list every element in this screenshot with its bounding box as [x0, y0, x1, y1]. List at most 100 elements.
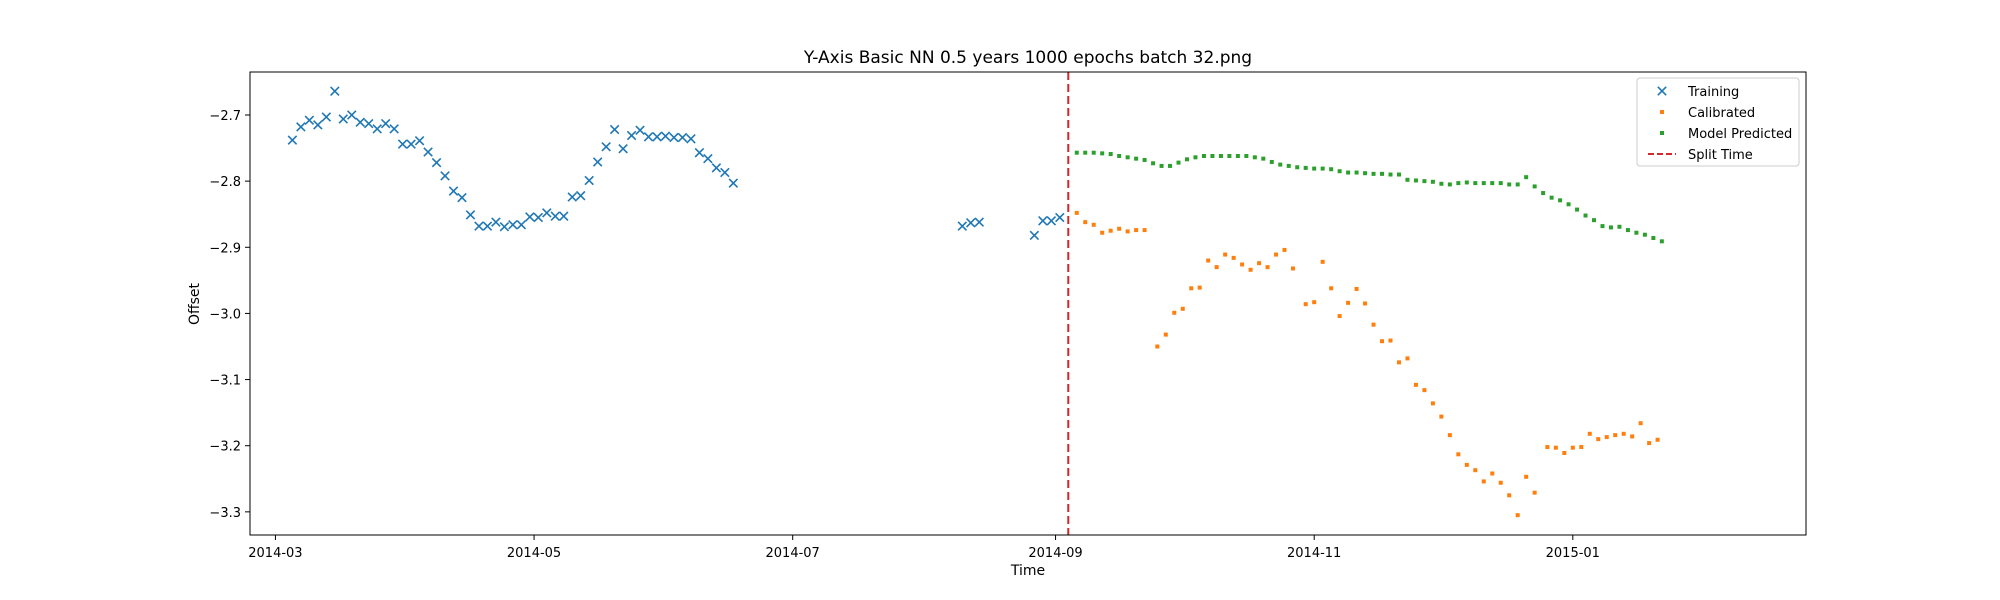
- legend-entry: Split Time: [1648, 148, 1753, 163]
- data-point: [1227, 154, 1232, 159]
- y-tick-label: −2.9: [209, 241, 241, 256]
- data-point: [1608, 225, 1613, 230]
- data-point: [1630, 434, 1635, 439]
- data-point: [1388, 338, 1393, 343]
- x-tick-label: 2014-03: [248, 546, 302, 561]
- data-point: [1600, 224, 1605, 229]
- data-point: [1422, 179, 1427, 184]
- data-point: [1515, 182, 1520, 187]
- data-point: [397, 139, 408, 149]
- data-point: [1046, 216, 1057, 226]
- data-point: [1566, 202, 1571, 207]
- data-point: [1278, 162, 1283, 167]
- data-point: [1134, 228, 1139, 233]
- x-tick-label: 2014-11: [1287, 546, 1341, 561]
- data-point: [1074, 210, 1079, 215]
- legend-entries: Training Calibrated Model Predicted Split T…: [1648, 85, 1792, 163]
- legend-marker: [1660, 110, 1664, 114]
- data-point: [491, 217, 501, 227]
- data-point: [1168, 163, 1173, 168]
- data-point: [1083, 150, 1088, 155]
- data-point: [1320, 259, 1325, 264]
- data-point: [389, 124, 399, 134]
- legend-marker: [1660, 131, 1664, 135]
- data-point: [677, 132, 688, 143]
- data-point: [1524, 175, 1529, 180]
- series-model-predicted: [1074, 150, 1664, 244]
- data-point: [1405, 177, 1410, 182]
- data-point: [550, 211, 561, 221]
- data-point: [643, 132, 654, 142]
- data-point: [1464, 462, 1469, 467]
- data-point: [1117, 226, 1122, 231]
- data-point: [474, 221, 484, 231]
- data-point: [542, 208, 552, 218]
- data-point: [1659, 239, 1664, 244]
- data-point: [330, 86, 340, 96]
- data-point: [363, 118, 374, 129]
- data-point: [516, 220, 527, 230]
- data-point: [1189, 286, 1194, 291]
- data-point: [1184, 157, 1189, 162]
- data-point: [965, 218, 976, 228]
- data-point: [1532, 184, 1537, 189]
- data-point: [1621, 431, 1626, 436]
- data-point: [1108, 228, 1113, 233]
- data-point: [1329, 286, 1334, 291]
- data-point: [1507, 182, 1512, 187]
- x-tick-label: 2014-05: [507, 546, 561, 561]
- data-point: [1108, 152, 1113, 157]
- data-point: [1498, 181, 1503, 186]
- x-axis: 2014-03 2014-05 2014-07 2014-09 2014-11 2015-…: [248, 535, 1600, 561]
- data-point: [1642, 232, 1647, 237]
- series-training: [287, 86, 1065, 241]
- data-point: [711, 163, 722, 173]
- data-point: [1638, 421, 1643, 426]
- data-point: [1038, 216, 1048, 226]
- data-point: [1312, 300, 1317, 305]
- data-point: [1490, 471, 1495, 476]
- y-tick-label: −3.0: [209, 307, 241, 322]
- data-point: [1210, 154, 1215, 159]
- data-point: [1197, 285, 1202, 290]
- plot-frame: [249, 71, 1807, 536]
- x-tick-label: 2014-07: [766, 546, 820, 561]
- data-point: [1261, 156, 1266, 161]
- data-point: [1201, 154, 1206, 159]
- data-point: [1553, 445, 1558, 450]
- data-point: [1240, 262, 1245, 267]
- data-point: [575, 190, 586, 201]
- x-tick-label: 2015-01: [1546, 546, 1600, 561]
- data-point: [440, 171, 450, 181]
- data-point: [1155, 344, 1160, 349]
- data-point: [1286, 163, 1291, 168]
- data-point: [406, 139, 416, 149]
- data-point: [1596, 437, 1601, 442]
- data-point: [304, 115, 315, 126]
- data-point: [1282, 247, 1287, 252]
- legend-label: Model Predicted: [1688, 127, 1792, 142]
- data-point: [1583, 213, 1588, 218]
- y-tick-label: −2.8: [209, 175, 241, 190]
- data-point: [1545, 445, 1550, 450]
- data-point: [567, 192, 577, 202]
- data-point: [1473, 468, 1478, 473]
- data-point: [1617, 224, 1622, 229]
- data-point: [380, 118, 391, 129]
- data-point: [1587, 431, 1592, 436]
- data-point: [1265, 265, 1270, 270]
- data-point: [508, 220, 518, 230]
- data-point: [1193, 155, 1198, 160]
- data-point: [1447, 182, 1452, 187]
- data-point: [1456, 452, 1461, 457]
- data-point: [1371, 171, 1376, 176]
- data-point: [584, 175, 594, 186]
- data-point: [1163, 332, 1168, 337]
- data-point: [1091, 222, 1096, 227]
- data-point: [346, 110, 357, 120]
- data-point: [1083, 220, 1088, 225]
- data-point: [1456, 181, 1461, 186]
- data-point: [1312, 166, 1317, 171]
- data-point: [652, 132, 662, 142]
- data-point: [1159, 163, 1164, 168]
